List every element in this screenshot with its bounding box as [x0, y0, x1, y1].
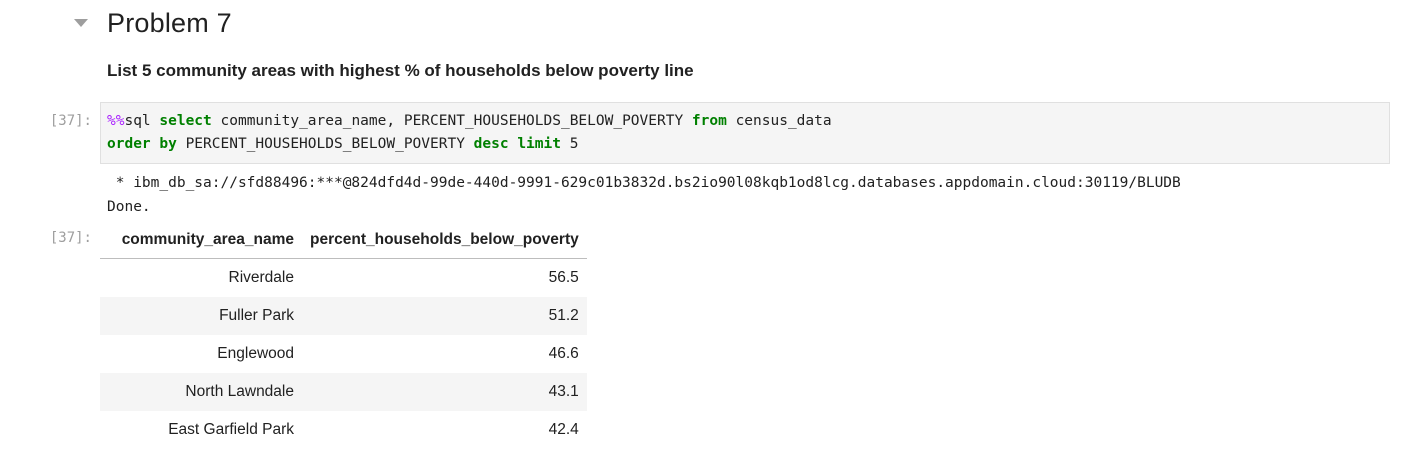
table-row: North Lawndale 43.1: [100, 373, 587, 411]
column-header: percent_households_below_poverty: [302, 224, 587, 259]
code-token: PERCENT_HOUSEHOLDS_BELOW_POVERTY: [176, 136, 474, 152]
keyword-select: select: [159, 113, 212, 129]
column-header: community_area_name: [100, 224, 302, 259]
output-prompt: [37]:: [49, 230, 92, 246]
result-table: community_area_name percent_households_b…: [100, 224, 587, 449]
code-token: sql: [124, 113, 160, 129]
code-token: [509, 136, 518, 152]
community-cell: Fuller Park: [100, 297, 302, 335]
table-row: Riverdale 56.5: [100, 259, 587, 298]
community-cell: Englewood: [217, 345, 294, 362]
code-editor[interactable]: %%sql select community_area_name, PERCEN…: [100, 102, 1390, 164]
collapse-heading-icon[interactable]: [74, 19, 88, 27]
poverty-cell: 42.4: [548, 421, 579, 438]
community-cell: Riverdale: [228, 269, 294, 286]
code-line-2: order by PERCENT_HOUSEHOLDS_BELOW_POVERT…: [107, 136, 578, 152]
keyword-desc: desc: [473, 136, 509, 152]
table-header-row: community_area_name percent_households_b…: [100, 224, 587, 259]
keyword-order-by: order by: [107, 136, 177, 152]
table-row: Englewood 46.6: [100, 335, 587, 373]
community-cell: North Lawndale: [100, 373, 302, 411]
code-token: 5: [560, 136, 579, 152]
code-token: census_data: [726, 113, 832, 129]
keyword-from: from: [691, 113, 727, 129]
code-token: community_area_name, PERCENT_HOUSEHOLDS_…: [211, 113, 692, 129]
problem-description: List 5 community areas with highest % of…: [107, 61, 694, 80]
magic-prefix: %%: [107, 113, 125, 129]
section-heading: Problem 7: [107, 8, 232, 38]
community-cell: East Garfield Park: [168, 421, 294, 438]
input-prompt: [37]:: [49, 113, 92, 129]
poverty-cell: 51.2: [302, 297, 587, 335]
poverty-cell: 56.5: [548, 269, 579, 286]
keyword-limit: limit: [517, 136, 561, 152]
table-row: Fuller Park 51.2: [100, 297, 587, 335]
done-output: Done.: [107, 199, 151, 215]
table-row: East Garfield Park 42.4: [100, 411, 587, 449]
poverty-cell: 46.6: [548, 345, 579, 362]
code-line-1: %%sql select community_area_name, PERCEN…: [107, 113, 832, 129]
poverty-cell: 43.1: [302, 373, 587, 411]
connection-output: * ibm_db_sa://sfd88496:***@824dfd4d-99de…: [107, 175, 1181, 191]
